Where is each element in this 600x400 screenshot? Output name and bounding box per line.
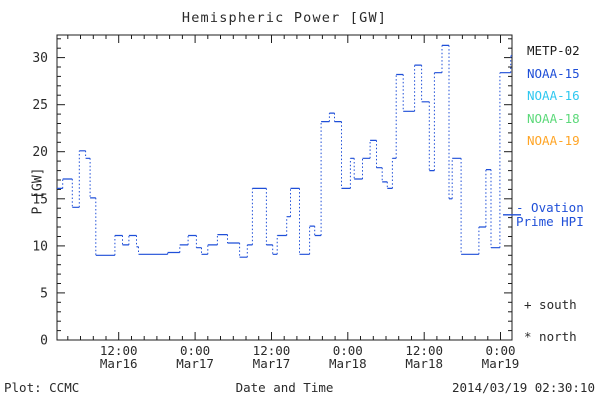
plot-border bbox=[56, 34, 513, 341]
legend-item-noaa-16: NOAA-16 bbox=[527, 88, 580, 103]
satellite-legend: METP-02 NOAA-15 NOAA-16 NOAA-18 NOAA-19 bbox=[527, 40, 580, 153]
x-tick-label-date: Mar16 bbox=[100, 356, 138, 371]
plot-timestamp: 2014/03/19 02:30:10 bbox=[452, 380, 595, 395]
hpi-step-line-horizontal bbox=[57, 44, 512, 258]
legend-item-metp-02: METP-02 bbox=[527, 43, 580, 58]
chart-title: Hemispheric Power [GW] bbox=[181, 10, 388, 26]
south-marker-key: + south bbox=[524, 297, 577, 312]
x-tick-label-date: Mar18 bbox=[405, 356, 443, 371]
x-tick-label-date: Mar17 bbox=[253, 356, 291, 371]
y-tick-label: 25 bbox=[32, 98, 48, 113]
y-tick-label: 10 bbox=[32, 239, 48, 254]
x-tick-label-time: 0:00 bbox=[333, 343, 363, 358]
y-tick-label: 30 bbox=[32, 51, 48, 66]
ovation-hpi-legend-label: - Ovation Prime HPI bbox=[516, 201, 584, 228]
x-tick-label-time: 0:00 bbox=[180, 343, 210, 358]
y-tick-label: 5 bbox=[40, 286, 48, 301]
x-tick-label-time: 12:00 bbox=[405, 343, 443, 358]
y-tick-label: 20 bbox=[32, 145, 48, 160]
ovation-label-line2: Prime HPI bbox=[516, 213, 584, 229]
legend-item-noaa-19: NOAA-19 bbox=[527, 133, 580, 148]
north-marker-key: * north bbox=[524, 329, 577, 344]
x-tick-label-date: Mar17 bbox=[176, 356, 214, 371]
y-tick-label: 0 bbox=[40, 334, 48, 349]
ovation-label-line1: - Ovation bbox=[516, 200, 584, 215]
legend-item-noaa-15: NOAA-15 bbox=[527, 65, 580, 81]
y-tick-label: 15 bbox=[32, 192, 48, 207]
x-tick-label-date: Mar18 bbox=[329, 356, 367, 371]
x-tick-label-time: 12:00 bbox=[253, 343, 291, 358]
plot-credit: Plot: CCMC bbox=[4, 380, 80, 395]
x-tick-label-time: 12:00 bbox=[100, 343, 138, 358]
x-tick-label-date: Mar19 bbox=[482, 356, 520, 371]
x-axis-label: Date and Time bbox=[235, 380, 334, 395]
legend-item-noaa-18: NOAA-18 bbox=[527, 110, 580, 126]
hpi-step-line-vertical bbox=[62, 45, 512, 258]
x-tick-label-time: 0:00 bbox=[485, 343, 515, 358]
